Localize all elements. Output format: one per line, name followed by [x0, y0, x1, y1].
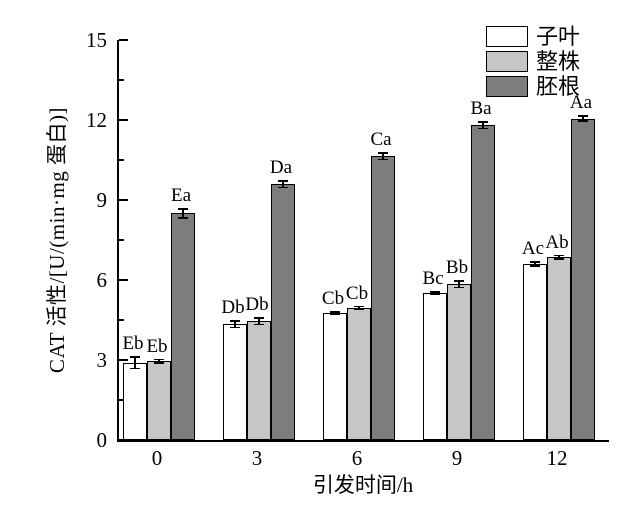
error-bar: [578, 115, 588, 122]
x-tick-label: 3: [251, 446, 263, 470]
bar-子叶-12h: [523, 264, 547, 440]
legend-item-0: 子叶: [486, 25, 580, 48]
x-tick-label: 0: [151, 446, 163, 470]
bar-胚根-3h: [271, 184, 295, 440]
y-tick-label: 6: [96, 268, 108, 292]
bar-整株-0h: [147, 361, 171, 440]
error-bar: [178, 208, 188, 219]
error-bar: [478, 121, 488, 130]
bar-胚根-9h: [471, 125, 495, 440]
y-minor-tick: [119, 399, 124, 401]
significance-label: Bb: [445, 257, 469, 278]
significance-label: Ba: [470, 98, 492, 120]
error-bar: [254, 317, 264, 326]
y-minor-tick: [119, 319, 124, 321]
x-tick-label: 12: [546, 446, 568, 470]
legend-label: 整株: [536, 49, 581, 74]
significance-label: Db: [221, 297, 245, 318]
significance-label: Eb: [146, 335, 168, 357]
y-major-tick: [119, 119, 128, 121]
legend-item-2: 胚根: [486, 75, 580, 98]
significance-label: Ac: [521, 238, 545, 260]
bar-子叶-6h: [323, 313, 347, 440]
y-tick-label: 12: [86, 108, 107, 132]
error-bar: [130, 356, 140, 370]
legend-label: 胚根: [536, 74, 581, 99]
error-bar: [278, 180, 288, 188]
error-bar: [530, 261, 540, 267]
y-major-tick: [119, 39, 128, 41]
y-axis-title: CAT 活性/[U/(min·mg 蛋白)]: [45, 106, 69, 374]
bar-子叶-0h: [123, 362, 147, 440]
y-tick-label: 15: [86, 28, 107, 52]
significance-label: Ca: [370, 129, 392, 150]
significance-label: Db: [245, 294, 269, 316]
significance-label: Ea: [170, 185, 192, 206]
y-tick-label: 9: [96, 188, 108, 212]
bar-整株-6h: [347, 308, 371, 440]
significance-label: Aa: [569, 92, 593, 114]
significance-label: Eb: [122, 333, 144, 354]
y-major-tick: [119, 359, 128, 361]
y-major-tick: [119, 279, 128, 281]
y-minor-tick: [119, 239, 124, 241]
error-bar: [330, 311, 340, 316]
y-tick-label: 0: [96, 428, 108, 452]
x-axis-title: 引发时间/h: [312, 473, 414, 497]
x-tick-label: 6: [351, 446, 363, 470]
error-bar: [154, 358, 164, 364]
y-major-tick: [119, 199, 128, 201]
plot-area: Eb Eb Ea Db Db Da Cb Cb Ca Bc Bb Ba Ac Ab Aa: [117, 39, 609, 442]
legend-swatch: [486, 76, 528, 97]
error-bar: [554, 254, 564, 260]
y-tick-label: 3: [96, 348, 108, 372]
bar-整株-3h: [247, 321, 271, 440]
error-bar: [430, 291, 440, 296]
legend-label: 子叶: [536, 24, 581, 49]
legend: 子叶 整株 胚根: [486, 25, 580, 100]
legend-swatch: [486, 51, 528, 72]
x-tick-label: 9: [451, 446, 463, 470]
y-major-tick: [119, 439, 128, 441]
y-minor-tick: [119, 79, 124, 81]
error-bar: [454, 280, 464, 288]
legend-swatch: [486, 26, 528, 47]
significance-label: Bc: [422, 268, 444, 290]
bar-子叶-3h: [223, 324, 247, 440]
significance-label: Cb: [345, 282, 369, 304]
error-bar: [354, 305, 364, 311]
bar-胚根-0h: [171, 213, 195, 440]
bar-子叶-9h: [423, 293, 447, 440]
legend-item-1: 整株: [486, 50, 580, 73]
significance-label: Ab: [545, 231, 569, 253]
bar-胚根-6h: [371, 156, 395, 440]
bar-整株-12h: [547, 257, 571, 440]
bar-胚根-12h: [571, 118, 595, 440]
significance-label: Cb: [321, 288, 345, 310]
bar-整株-9h: [447, 284, 471, 440]
error-bar: [230, 320, 240, 328]
error-bar: [378, 152, 388, 160]
significance-label: Da: [269, 157, 293, 178]
y-minor-tick: [119, 159, 124, 161]
